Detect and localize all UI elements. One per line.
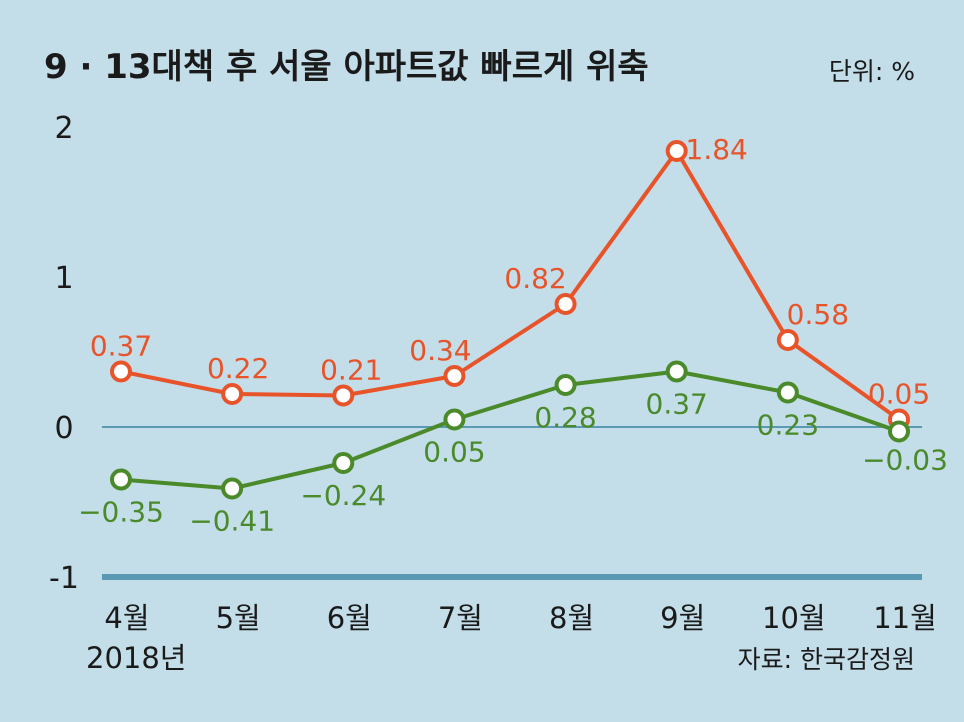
x-tick-label: 7월 bbox=[438, 601, 483, 635]
y-tick-label: 0 bbox=[54, 411, 73, 446]
unit-label: 단위: % bbox=[829, 57, 915, 86]
data-label: 0.05 bbox=[423, 436, 485, 469]
y-tick-label: 2 bbox=[54, 111, 73, 146]
data-point bbox=[443, 365, 466, 387]
series-line bbox=[120, 149, 901, 422]
data-label: 0.05 bbox=[868, 378, 930, 411]
data-point bbox=[665, 360, 688, 383]
data-point bbox=[776, 329, 799, 351]
data-label: −0.35 bbox=[78, 496, 164, 529]
x-tick-label: 6월 bbox=[327, 601, 372, 635]
x-tick-label: 4월 bbox=[104, 601, 149, 635]
data-point bbox=[776, 381, 799, 404]
data-point bbox=[110, 360, 132, 383]
y-axis: 2 1 0 -1 bbox=[49, 111, 922, 596]
data-label: 0.21 bbox=[320, 354, 382, 387]
data-label: −0.03 bbox=[862, 444, 948, 477]
x-tick-label: 5월 bbox=[216, 601, 261, 635]
y-tick-label: 1 bbox=[54, 261, 73, 296]
data-label: 0.22 bbox=[207, 352, 269, 385]
data-label: 0.23 bbox=[757, 409, 819, 442]
data-label: 0.37 bbox=[90, 330, 152, 363]
data-point bbox=[332, 452, 355, 474]
chart-title: 9 · 13대책 후 서울 아파트값 빠르게 위축 bbox=[44, 47, 649, 87]
data-point bbox=[554, 293, 577, 315]
series-1: 0.37 0.22 0.21 0.34 0.82 1.84 0.58 0.05 bbox=[90, 133, 930, 431]
data-label: 0.37 bbox=[646, 388, 708, 421]
data-label: 0.82 bbox=[504, 262, 566, 295]
data-point bbox=[443, 408, 466, 431]
data-label: 0.34 bbox=[409, 334, 471, 367]
y-tick-label: -1 bbox=[49, 561, 79, 596]
data-label: −0.41 bbox=[189, 505, 275, 538]
series-line bbox=[120, 369, 900, 491]
data-label: 0.58 bbox=[787, 298, 849, 331]
data-point bbox=[665, 140, 688, 162]
data-point bbox=[554, 374, 577, 396]
data-label: −0.24 bbox=[300, 479, 386, 512]
source-label: 자료: 한국감정원 bbox=[738, 645, 915, 674]
series-2: −0.35 −0.41 −0.24 0.05 0.28 0.37 0.23 −0.03 bbox=[78, 360, 948, 538]
year-label: 2018년 bbox=[86, 641, 186, 675]
x-tick-label: 8월 bbox=[549, 601, 594, 635]
data-label: 0.28 bbox=[534, 401, 596, 434]
data-point bbox=[221, 383, 244, 405]
data-label: 1.84 bbox=[686, 133, 748, 166]
data-point bbox=[110, 468, 132, 491]
x-tick-label: 9월 bbox=[660, 601, 705, 635]
data-point bbox=[221, 477, 244, 500]
x-tick-label: 11월 bbox=[873, 601, 937, 635]
x-axis: 4월 5월 6월 7월 8월 9월 10월 11월 bbox=[104, 601, 936, 635]
data-point bbox=[332, 384, 355, 407]
data-point bbox=[888, 420, 910, 443]
plot-area: 0.370.22 0.210.340.821.840.580.05−0.35 −0.… bbox=[78, 133, 948, 538]
x-tick-label: 10월 bbox=[762, 601, 826, 635]
